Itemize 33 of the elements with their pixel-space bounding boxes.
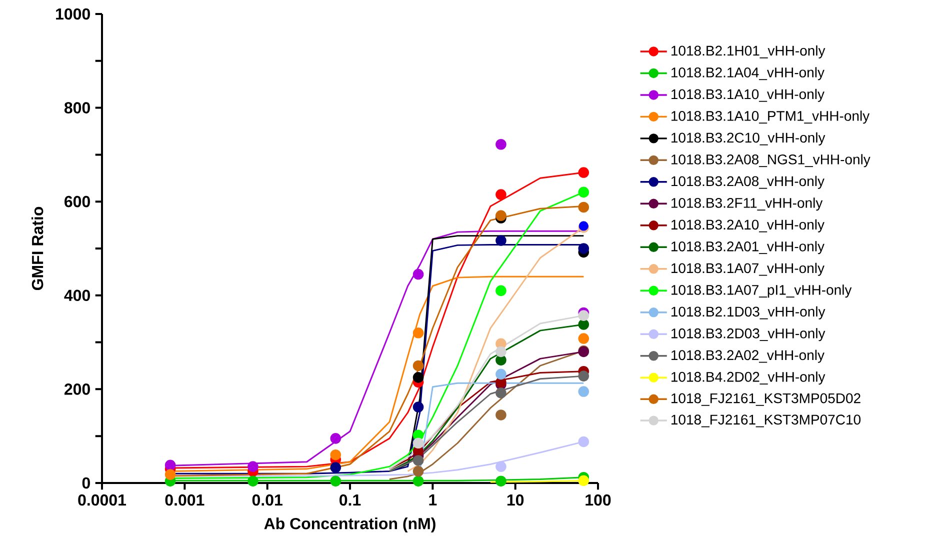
y-tick-label: 400 <box>64 290 90 302</box>
legend-label: 1018.B3.1A10_vHH-only <box>671 88 824 102</box>
x-tick-label: 0.01 <box>252 494 282 506</box>
x-tick-label: 100 <box>586 494 611 506</box>
legend-label: 1018.B3.2A08_vHH-only <box>671 176 824 189</box>
y-tick-label: 800 <box>64 102 90 114</box>
legend-label: 1018.B3.2D03_vHH-only <box>671 328 826 342</box>
legend-label: 1018.B3.2C10_vHH-only <box>671 132 826 146</box>
legend-label: 1018_FJ2161_KST3MP07C10 <box>671 414 861 428</box>
y-axis-title: GMFI Ratio <box>31 206 44 290</box>
x-tick-label: 0.1 <box>340 494 361 506</box>
legend-label: 1018.B3.2A01_vHH-only <box>671 241 824 254</box>
x-tick-label: 0.001 <box>165 494 204 506</box>
y-tick-label: 1000 <box>56 8 90 20</box>
legend-label: 1018.B3.1A07_vHH-only <box>671 262 824 276</box>
legend-label: 1018.B2.1A04_vHH-only <box>671 67 824 80</box>
legend-label: 1018.B2.1D03_vHH-only <box>671 306 826 320</box>
legend-label: 1018.B2.1H01_vHH-only <box>671 45 826 58</box>
legend-label: 1018.B4.2D02_vHH-only <box>671 372 826 385</box>
y-tick-label: 600 <box>64 196 90 208</box>
legend-label: 1018.B3.1A07_pI1_vHH-only <box>671 284 852 298</box>
legend-label: 1018.B3.2A10_vHH-only <box>671 219 824 232</box>
legend-label: 1018.B3.2A02_vHH-only <box>671 350 824 363</box>
y-tick-label: 200 <box>64 384 90 395</box>
legend-label: 1018.B3.1A10_PTM1_vHH-only <box>671 110 870 124</box>
x-axis-title: Ab Concentration (nM) <box>264 518 436 532</box>
x-tick-label: 10 <box>507 494 524 506</box>
legend-label: 1018.B3.2F11_vHH-only <box>671 198 823 211</box>
x-tick-label: 0.0001 <box>78 494 126 506</box>
legend-label: 1018.B3.2A08_NGS1_vHH-only <box>671 154 870 168</box>
x-tick-label: 1 <box>429 494 437 506</box>
legend-label: 1018_FJ2161_KST3MP05D02 <box>671 393 860 406</box>
y-tick-label: 0 <box>82 477 90 489</box>
